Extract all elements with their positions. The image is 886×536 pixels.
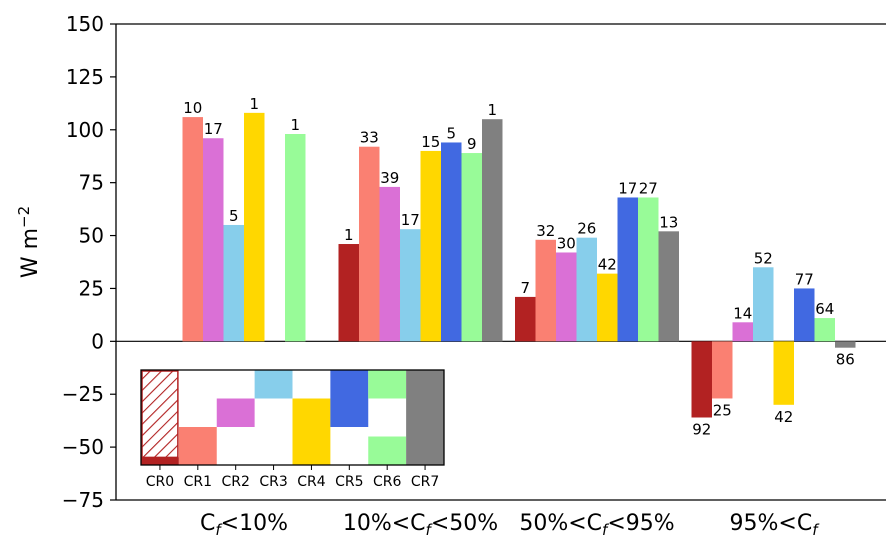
bar-count-label: 1	[344, 226, 354, 244]
bar-cr4-2	[597, 273, 618, 342]
inset-tick-label: CR1	[184, 474, 212, 490]
inset-cell-cr1	[178, 427, 217, 465]
x-category-label: 10%<Cf<50%	[343, 511, 498, 536]
bar-count-label: 1	[249, 95, 259, 113]
inset-cell-cr6	[368, 436, 407, 465]
bars-group	[182, 112, 856, 418]
bar-count-label: 86	[836, 351, 855, 369]
bar-cr1-3	[712, 341, 733, 399]
y-tick-label: 25	[79, 276, 104, 300]
bar-cr6-0	[285, 134, 306, 342]
bar-count-label: 64	[815, 300, 834, 318]
inset-cell-cr0	[141, 457, 179, 465]
y-tick-label: 100	[66, 118, 104, 142]
bar-cr7-2	[658, 231, 679, 342]
y-tick-label: 125	[66, 65, 104, 89]
inset-tick-label: CR3	[259, 474, 287, 490]
bar-cr3-2	[576, 237, 597, 342]
bar-cr7-1	[482, 119, 503, 342]
bar-count-label: 7	[520, 279, 530, 297]
bar-cr2-1	[379, 186, 400, 342]
bar-count-label: 42	[598, 256, 617, 274]
bar-cr0-3	[691, 341, 712, 418]
bar-cr1-0	[182, 117, 203, 342]
bar-cr4-1	[420, 150, 441, 342]
y-tick-label: −50	[62, 435, 104, 459]
inset-tick-label: CR7	[411, 474, 439, 490]
bar-cr2-2	[556, 252, 577, 342]
inset-cell-cr5	[330, 370, 369, 427]
y-tick-label: 75	[79, 171, 104, 195]
inset-tick-label: CR0	[146, 474, 174, 490]
y-axis-label: W m−2	[15, 206, 43, 278]
bar-cr0-2	[515, 296, 536, 342]
bar-cr1-2	[535, 239, 556, 342]
inset-tick-label: CR2	[221, 474, 249, 490]
bar-count-label: 42	[774, 408, 793, 426]
bar-count-label: 30	[557, 234, 576, 252]
y-tick-label: −25	[62, 382, 104, 406]
y-tick-label: 0	[91, 329, 104, 353]
inset-tick-label: CR6	[373, 474, 402, 490]
y-tick-label: −75	[62, 488, 104, 512]
bar-count-label: 52	[754, 249, 773, 267]
inset-cell-cr2	[216, 398, 255, 427]
bar-count-label: 39	[380, 169, 399, 187]
bar-count-label: 14	[733, 304, 752, 322]
bar-count-label: 77	[795, 270, 814, 288]
bar-cr6-1	[461, 153, 482, 342]
inset-cell-cr6	[368, 370, 407, 399]
inset-legend-grid: CR0 CR1 CR2 CR3 CR4 CR5 CR6 CR7	[140, 369, 445, 490]
bar-cr5-1	[441, 142, 462, 342]
bar-cr2-3	[732, 322, 753, 342]
bar-cr3-1	[400, 229, 421, 342]
bar-count-label: 17	[204, 120, 223, 138]
y-tick-label: 150	[66, 12, 104, 36]
bar-cr6-2	[638, 197, 659, 342]
bar-cr4-0	[244, 112, 265, 342]
bar-count-label: 33	[360, 129, 379, 147]
bar-cr3-0	[223, 224, 244, 342]
bar-count-label: 26	[577, 220, 596, 238]
x-category-label: Cf<10%	[200, 511, 288, 536]
bar-cr7-3	[835, 341, 856, 348]
bar-count-label: 17	[401, 211, 420, 229]
inset-hatched-cell	[141, 370, 179, 459]
bar-count-label: 1	[290, 116, 300, 134]
x-category-label: 95%<Cf	[730, 511, 821, 536]
bar-cr5-2	[617, 197, 638, 342]
bar-count-label: 15	[421, 133, 440, 151]
bar-count-label: 5	[446, 124, 456, 142]
inset-tick-label: CR4	[297, 474, 326, 490]
x-category-label: 50%<Cf<95%	[519, 511, 674, 536]
bar-count-label: 32	[536, 222, 555, 240]
bar-count-label: 13	[659, 213, 678, 231]
bar-cr4-3	[773, 341, 794, 405]
bar-count-label: 27	[639, 179, 658, 197]
bar-cr6-3	[814, 318, 835, 342]
bar-count-label: 9	[467, 135, 477, 153]
bar-count-label: 10	[183, 99, 202, 117]
bar-count-label: 25	[713, 401, 732, 419]
inset-cell-cr4	[292, 398, 331, 465]
y-tick-label: 50	[79, 224, 104, 248]
bar-count-label: 92	[692, 420, 711, 438]
bar-count-label: 1	[487, 101, 497, 119]
bar-cr0-1	[338, 244, 359, 342]
inset-frame	[140, 369, 445, 466]
inset-tick-label: CR5	[335, 474, 363, 490]
inset-cell-cr7	[406, 370, 444, 465]
bar-cr3-3	[753, 267, 774, 342]
bar-count-label: 5	[229, 207, 239, 225]
bar-cr1-1	[359, 146, 380, 342]
bar-count-label: 17	[618, 179, 637, 197]
inset-cell-cr3	[254, 370, 293, 399]
bar-cr5-3	[794, 288, 815, 342]
bar-cr2-0	[203, 138, 224, 342]
